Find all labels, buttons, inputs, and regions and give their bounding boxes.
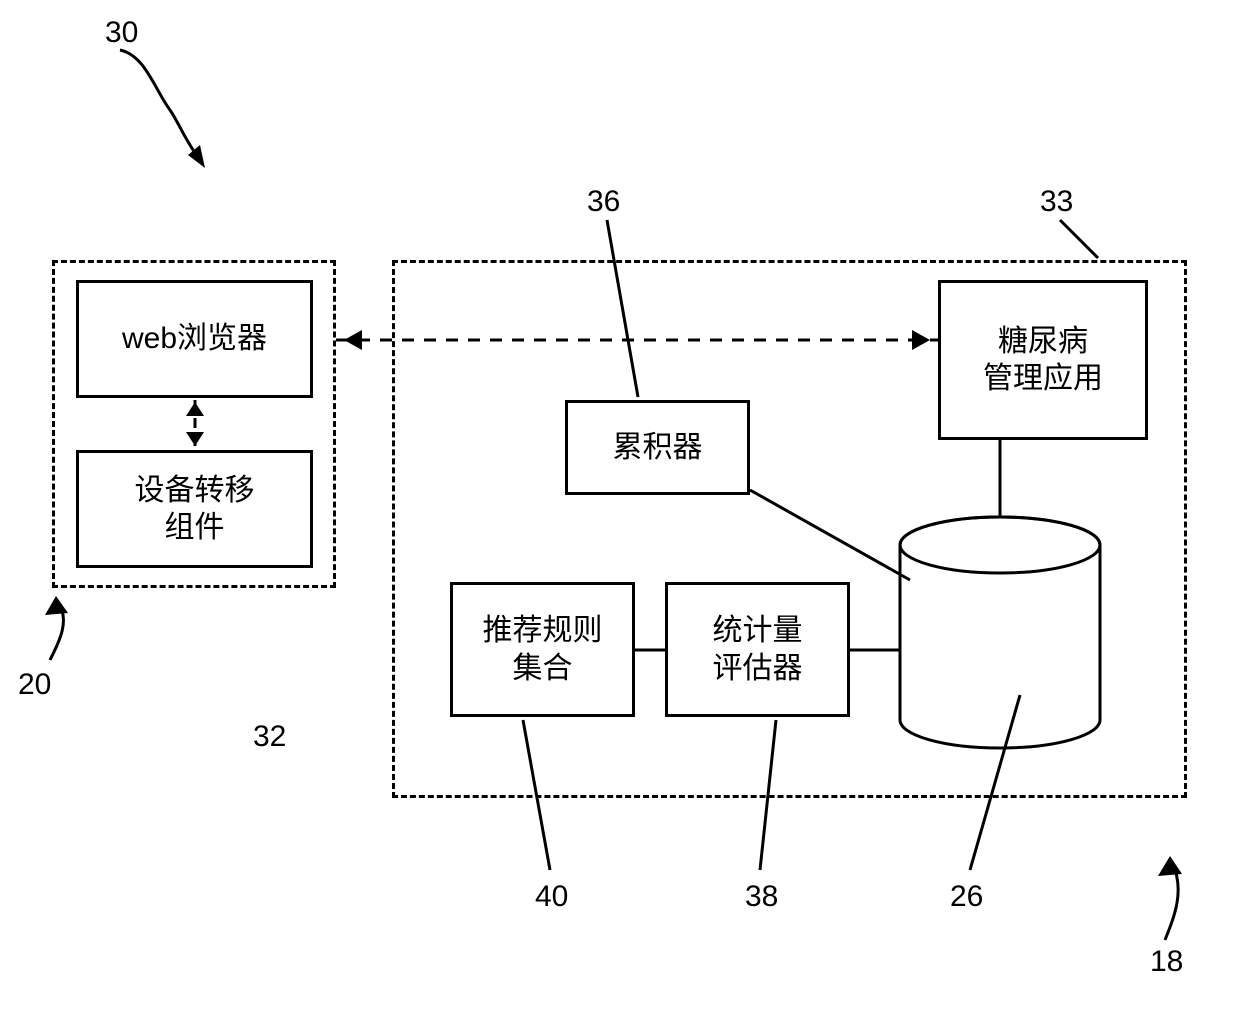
ref-label-36: 36 xyxy=(587,185,620,219)
accumulator-label: 累积器 xyxy=(613,429,703,467)
ref-label-18: 18 xyxy=(1150,945,1183,979)
ref-label-40: 40 xyxy=(535,880,568,914)
accumulator-box: 累积器 xyxy=(565,400,750,495)
diabetes-app-label: 糖尿病 管理应用 xyxy=(983,323,1103,398)
device-transfer-label: 设备转移 组件 xyxy=(135,472,255,547)
device-transfer-box: 设备转移 组件 xyxy=(76,450,313,568)
ref-label-32: 32 xyxy=(253,720,286,754)
web-browser-box: web浏览器 xyxy=(76,280,313,398)
diagram-canvas: web浏览器 设备转移 组件 糖尿病 管理应用 累积器 推荐规则 集合 统计量 … xyxy=(0,0,1240,1013)
stat-evaluator-label: 统计量 评估器 xyxy=(713,612,803,687)
stat-evaluator-box: 统计量 评估器 xyxy=(665,582,850,717)
ref-label-33: 33 xyxy=(1040,185,1073,219)
diabetes-app-box: 糖尿病 管理应用 xyxy=(938,280,1148,440)
ref-label-20: 20 xyxy=(18,668,51,702)
ref-label-38: 38 xyxy=(745,880,778,914)
ref-label-26: 26 xyxy=(950,880,983,914)
ref-label-30: 30 xyxy=(105,16,138,50)
web-browser-label: web浏览器 xyxy=(122,320,267,358)
recommendation-rules-box: 推荐规则 集合 xyxy=(450,582,635,717)
recommendation-rules-label: 推荐规则 集合 xyxy=(483,612,603,687)
